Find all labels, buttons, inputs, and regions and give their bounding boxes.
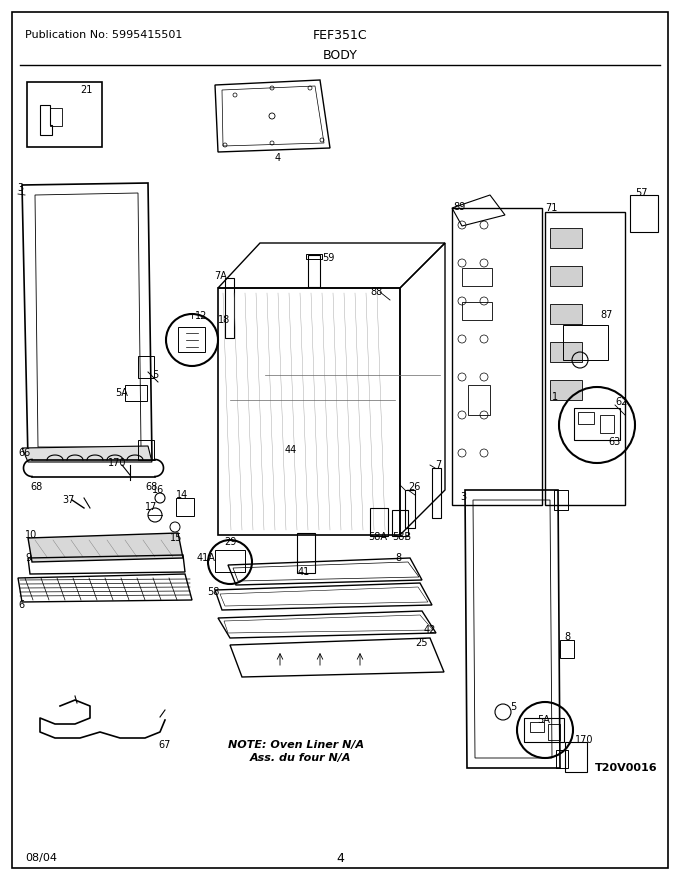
Bar xyxy=(554,490,568,510)
Bar xyxy=(405,490,415,528)
Text: 66: 66 xyxy=(18,448,30,458)
Bar xyxy=(370,508,388,536)
Text: 58B: 58B xyxy=(392,532,411,542)
Text: 71: 71 xyxy=(545,203,558,213)
Bar xyxy=(550,342,582,362)
Text: 15: 15 xyxy=(170,533,182,543)
Bar xyxy=(578,412,594,424)
Bar xyxy=(563,325,608,360)
Text: 58: 58 xyxy=(207,587,220,597)
Text: 62: 62 xyxy=(615,397,628,407)
Text: 68: 68 xyxy=(30,482,42,492)
Text: 67: 67 xyxy=(158,740,171,750)
Polygon shape xyxy=(22,446,152,462)
Text: 4: 4 xyxy=(336,852,344,864)
Text: FEF351C: FEF351C xyxy=(313,28,367,41)
Text: 5A: 5A xyxy=(538,715,550,725)
Text: 16: 16 xyxy=(152,485,165,495)
Text: 5: 5 xyxy=(510,702,516,712)
Bar xyxy=(392,510,408,536)
Bar xyxy=(215,550,245,572)
Text: 7A: 7A xyxy=(214,271,227,281)
Bar xyxy=(225,278,234,338)
Text: 7: 7 xyxy=(435,460,441,470)
Text: 9: 9 xyxy=(25,553,31,563)
Text: 88: 88 xyxy=(370,287,382,297)
Text: 18: 18 xyxy=(218,315,231,325)
Bar xyxy=(138,440,154,460)
Bar xyxy=(560,640,574,658)
Bar xyxy=(432,468,441,518)
Bar xyxy=(306,254,322,259)
Text: 63: 63 xyxy=(608,437,620,447)
Bar xyxy=(548,724,560,740)
Text: 87: 87 xyxy=(600,310,613,320)
Bar xyxy=(308,255,320,287)
Bar xyxy=(176,498,194,516)
Bar xyxy=(550,228,582,248)
Text: 4: 4 xyxy=(275,153,281,163)
Bar xyxy=(138,356,154,378)
Text: 26: 26 xyxy=(408,482,420,492)
Bar xyxy=(524,718,564,742)
Bar xyxy=(600,415,614,433)
Bar xyxy=(27,82,102,147)
Text: 12: 12 xyxy=(195,311,207,321)
Text: 3: 3 xyxy=(17,183,23,193)
Bar xyxy=(468,385,490,415)
Bar xyxy=(556,750,568,768)
Text: 89: 89 xyxy=(453,202,465,212)
Text: BODY: BODY xyxy=(322,48,358,62)
Polygon shape xyxy=(28,533,183,562)
Text: Ass. du four N/A: Ass. du four N/A xyxy=(250,753,352,763)
Text: 14: 14 xyxy=(176,490,188,500)
Bar xyxy=(550,380,582,400)
Text: 59: 59 xyxy=(322,253,335,263)
Text: 8: 8 xyxy=(395,553,401,563)
Text: 57: 57 xyxy=(635,188,647,198)
Text: 41: 41 xyxy=(298,567,310,577)
Text: 29: 29 xyxy=(224,537,236,547)
Text: 44: 44 xyxy=(285,445,297,455)
Text: 58A: 58A xyxy=(368,532,387,542)
Text: 10: 10 xyxy=(25,530,37,540)
Text: 3: 3 xyxy=(460,492,466,502)
Text: 1: 1 xyxy=(552,392,558,402)
Text: 08/04: 08/04 xyxy=(25,853,57,863)
Text: 68: 68 xyxy=(145,482,157,492)
Bar xyxy=(462,302,492,320)
Text: 42: 42 xyxy=(424,625,437,635)
Bar xyxy=(125,385,147,401)
Bar xyxy=(530,722,544,732)
Text: NOTE: Oven Liner N/A: NOTE: Oven Liner N/A xyxy=(228,740,364,750)
Bar xyxy=(297,533,315,573)
Bar xyxy=(574,408,620,440)
Text: T20V0016: T20V0016 xyxy=(595,763,658,773)
Text: 37: 37 xyxy=(62,495,74,505)
Text: 17: 17 xyxy=(145,502,157,512)
Text: 5A: 5A xyxy=(115,388,128,398)
Text: 170: 170 xyxy=(108,458,126,468)
Text: 41A: 41A xyxy=(197,553,216,563)
Text: Publication No: 5995415501: Publication No: 5995415501 xyxy=(25,30,182,40)
Bar xyxy=(462,268,492,286)
Text: 6: 6 xyxy=(18,600,24,610)
Text: 8: 8 xyxy=(564,632,570,642)
Bar xyxy=(550,266,582,286)
Text: 170: 170 xyxy=(575,735,594,745)
Bar xyxy=(550,304,582,324)
Text: 25: 25 xyxy=(415,638,428,648)
Text: 21: 21 xyxy=(80,85,92,95)
Bar xyxy=(565,742,587,772)
Bar xyxy=(50,108,62,126)
Text: 5: 5 xyxy=(152,370,158,380)
